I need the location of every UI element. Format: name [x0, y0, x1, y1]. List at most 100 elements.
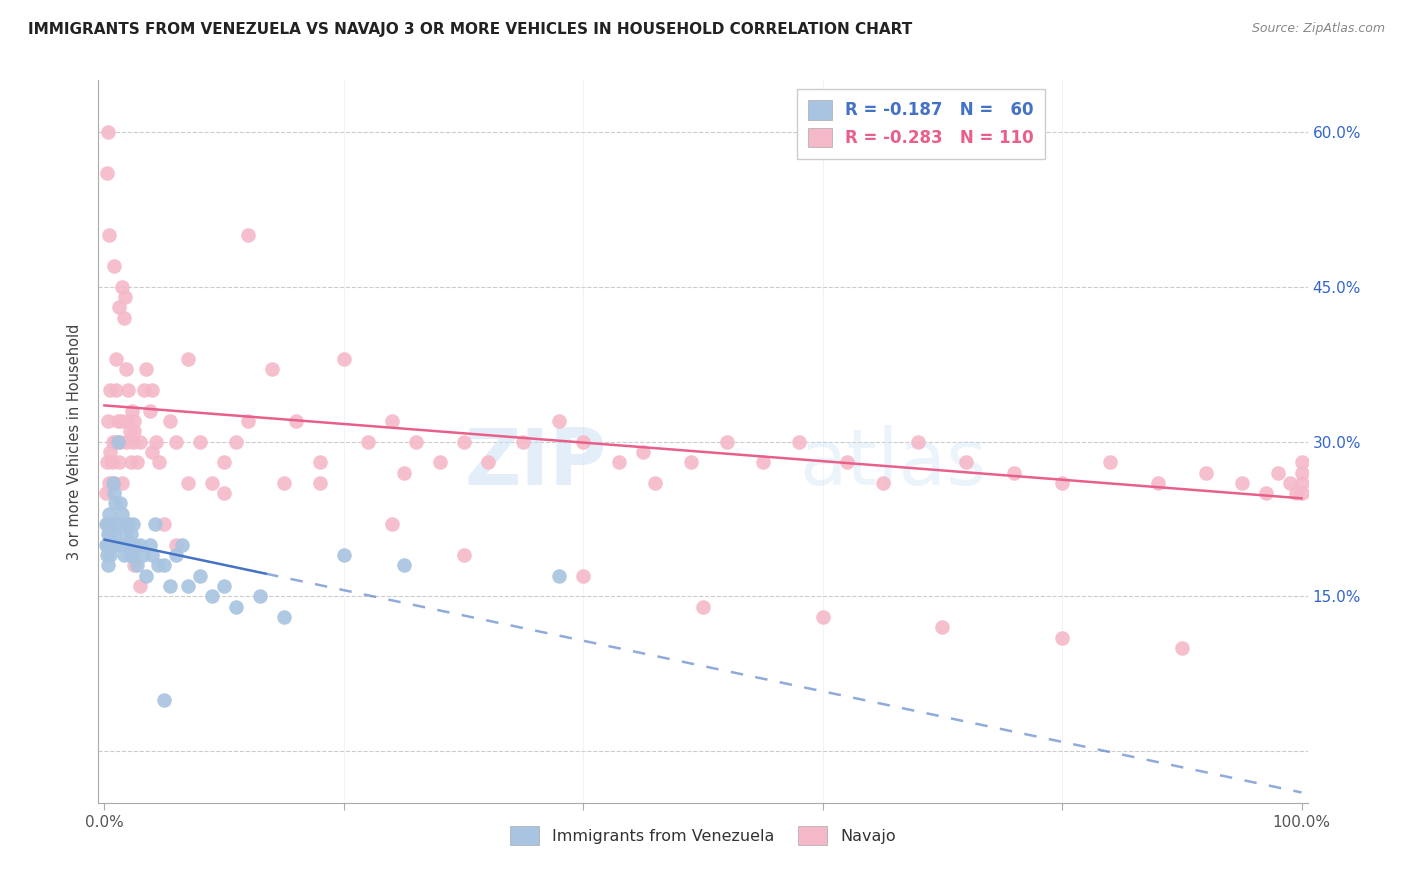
Point — [100, 517, 122, 532]
Point — [125, 455, 148, 469]
Point — [1267, 466, 1289, 480]
Point — [787, 434, 810, 449]
Point — [1099, 455, 1122, 469]
Point — [405, 434, 427, 449]
Point — [94, 538, 117, 552]
Point — [115, 527, 138, 541]
Point — [115, 362, 138, 376]
Point — [98, 228, 121, 243]
Text: atlas: atlas — [800, 425, 987, 501]
Point — [129, 434, 152, 449]
Point — [177, 579, 200, 593]
Point — [572, 568, 595, 582]
Point — [548, 568, 571, 582]
Point — [124, 538, 146, 552]
Point — [103, 259, 125, 273]
Point — [212, 455, 235, 469]
Point — [97, 517, 120, 532]
Point — [201, 475, 224, 490]
Point — [100, 445, 122, 459]
Point — [100, 548, 122, 562]
Text: ZIP: ZIP — [464, 425, 606, 501]
Point — [145, 434, 167, 449]
Point — [103, 475, 125, 490]
Point — [115, 414, 138, 428]
Point — [309, 455, 332, 469]
Point — [512, 434, 534, 449]
Point — [907, 434, 929, 449]
Point — [100, 383, 122, 397]
Text: IMMIGRANTS FROM VENEZUELA VS NAVAJO 3 OR MORE VEHICLES IN HOUSEHOLD CORRELATION : IMMIGRANTS FROM VENEZUELA VS NAVAJO 3 OR… — [28, 22, 912, 37]
Point — [104, 434, 127, 449]
Point — [1230, 475, 1253, 490]
Point — [98, 538, 121, 552]
Point — [124, 558, 146, 573]
Point — [103, 527, 125, 541]
Point — [644, 475, 666, 490]
Point — [165, 548, 187, 562]
Point — [811, 610, 834, 624]
Point — [94, 486, 117, 500]
Point — [110, 414, 132, 428]
Point — [121, 403, 143, 417]
Legend: Immigrants from Venezuela, Navajo: Immigrants from Venezuela, Navajo — [502, 818, 904, 853]
Point — [115, 434, 138, 449]
Point — [135, 568, 157, 582]
Point — [260, 362, 283, 376]
Point — [105, 538, 128, 552]
Point — [139, 403, 162, 417]
Point — [141, 548, 163, 562]
Point — [1291, 486, 1313, 500]
Point — [124, 414, 146, 428]
Point — [105, 351, 128, 366]
Point — [225, 599, 247, 614]
Point — [96, 455, 118, 469]
Point — [273, 610, 295, 624]
Point — [96, 548, 118, 562]
Point — [1278, 475, 1301, 490]
Point — [333, 351, 356, 366]
Point — [107, 301, 129, 315]
Point — [148, 455, 170, 469]
Point — [132, 548, 155, 562]
Point — [153, 558, 176, 573]
Point — [107, 517, 129, 532]
Y-axis label: 3 or more Vehicles in Household: 3 or more Vehicles in Household — [67, 324, 83, 559]
Point — [96, 538, 118, 552]
Point — [108, 496, 131, 510]
Point — [309, 475, 332, 490]
Point — [548, 414, 571, 428]
Point — [212, 486, 235, 500]
Point — [117, 517, 139, 532]
Point — [392, 466, 415, 480]
Point — [1195, 466, 1218, 480]
Point — [124, 424, 146, 438]
Point — [572, 434, 595, 449]
Point — [453, 434, 475, 449]
Point — [100, 517, 122, 532]
Point — [98, 475, 121, 490]
Point — [112, 310, 135, 325]
Point — [104, 517, 127, 532]
Point — [1147, 475, 1170, 490]
Point — [115, 538, 138, 552]
Point — [273, 475, 295, 490]
Point — [117, 383, 139, 397]
Point — [716, 434, 738, 449]
Point — [1291, 455, 1313, 469]
Point — [872, 475, 894, 490]
Point — [129, 579, 152, 593]
Point — [107, 434, 129, 449]
Point — [165, 434, 187, 449]
Point — [381, 517, 404, 532]
Point — [357, 434, 380, 449]
Point — [692, 599, 714, 614]
Point — [110, 538, 132, 552]
Point — [177, 475, 200, 490]
Point — [188, 568, 211, 582]
Point — [429, 455, 451, 469]
Point — [931, 620, 953, 634]
Point — [97, 517, 120, 532]
Point — [112, 548, 135, 562]
Point — [111, 507, 134, 521]
